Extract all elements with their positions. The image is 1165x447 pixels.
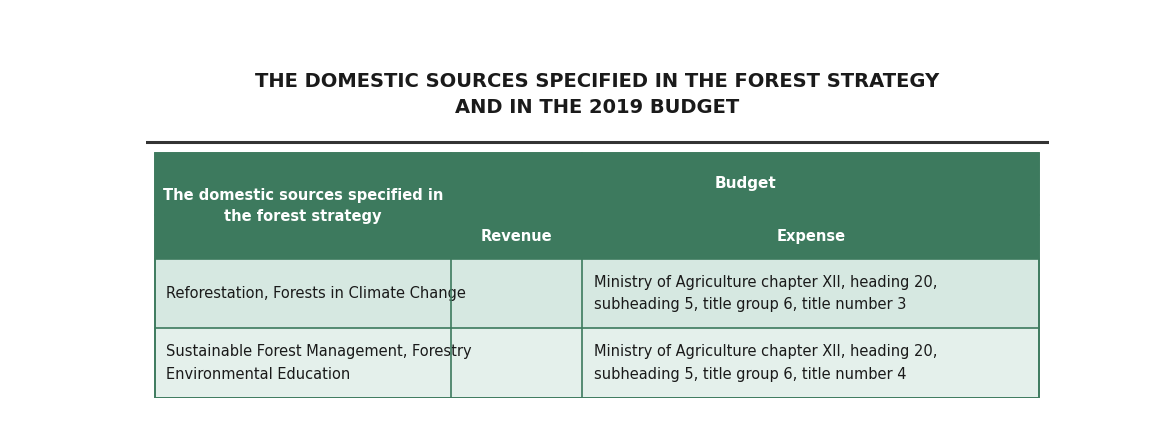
Text: Sustainable Forest Management, Forestry
Environmental Education: Sustainable Forest Management, Forestry … <box>167 345 472 382</box>
Text: Ministry of Agriculture chapter XII, heading 20,
subheading 5, title group 6, ti: Ministry of Agriculture chapter XII, hea… <box>594 275 937 312</box>
Text: Expense: Expense <box>776 229 846 244</box>
Bar <box>451 215 582 259</box>
Bar <box>582 215 1039 259</box>
Text: Reforestation, Forests in Climate Change: Reforestation, Forests in Climate Change <box>167 286 466 301</box>
Bar <box>155 259 1039 328</box>
Bar <box>155 153 1039 398</box>
Bar <box>155 153 451 259</box>
Bar <box>155 153 451 259</box>
Text: Budget: Budget <box>714 176 776 191</box>
Text: The domestic sources specified in
the forest strategy: The domestic sources specified in the fo… <box>163 188 443 224</box>
Text: THE DOMESTIC SOURCES SPECIFIED IN THE FOREST STRATEGY
AND IN THE 2019 BUDGET: THE DOMESTIC SOURCES SPECIFIED IN THE FO… <box>255 72 939 118</box>
Text: Revenue: Revenue <box>481 229 552 244</box>
Bar <box>155 153 1039 398</box>
Text: Ministry of Agriculture chapter XII, heading 20,
subheading 5, title group 6, ti: Ministry of Agriculture chapter XII, hea… <box>594 345 937 382</box>
Bar <box>451 153 1039 215</box>
Text: The domestic sources specified in
the forest strategy: The domestic sources specified in the fo… <box>163 188 443 224</box>
Bar <box>155 328 1039 398</box>
